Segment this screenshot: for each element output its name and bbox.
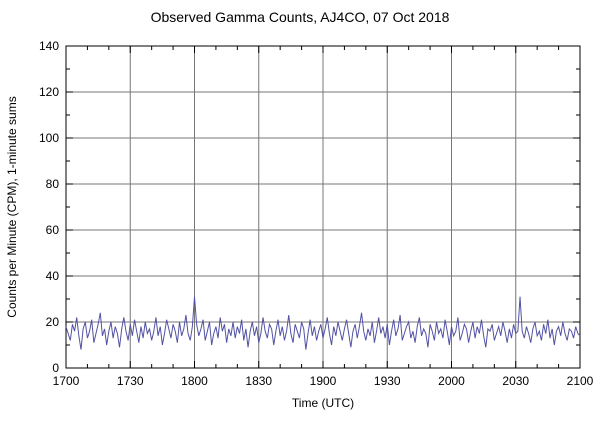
- y-axis-label: Counts per Minute (CPM), 1-minute sums: [5, 96, 19, 317]
- plot-border: [65, 45, 581, 369]
- y-tick-label: 40: [46, 269, 60, 283]
- x-tick-label: 2100: [567, 374, 594, 388]
- x-tick-label: 1830: [245, 374, 272, 388]
- x-tick-label: 2030: [502, 374, 529, 388]
- x-tick-label: 1900: [310, 374, 337, 388]
- x-tick-label: 1800: [181, 374, 208, 388]
- y-tick-label: 60: [46, 223, 60, 237]
- x-axis-label: Time (UTC): [292, 396, 354, 410]
- plot-area: 1700 1730 1800 1830 1900 1930 2000 2030 2100 0 20 4…: [39, 39, 594, 388]
- x-tick-label: 1730: [117, 374, 144, 388]
- x-tick-label: 1930: [374, 374, 401, 388]
- y-tick-label: 0: [52, 361, 59, 375]
- y-tick-label: 100: [39, 131, 59, 145]
- x-tick-label: 1700: [53, 374, 80, 388]
- y-tick-label: 120: [39, 85, 59, 99]
- x-tick-label: 2000: [438, 374, 465, 388]
- chart-title: Observed Gamma Counts, AJ4CO, 07 Oct 201…: [151, 9, 450, 25]
- y-tick-label: 140: [39, 39, 59, 53]
- y-tick-label: 80: [46, 177, 60, 191]
- y-tick-label: 20: [46, 315, 60, 329]
- data-series-line: [65, 296, 581, 350]
